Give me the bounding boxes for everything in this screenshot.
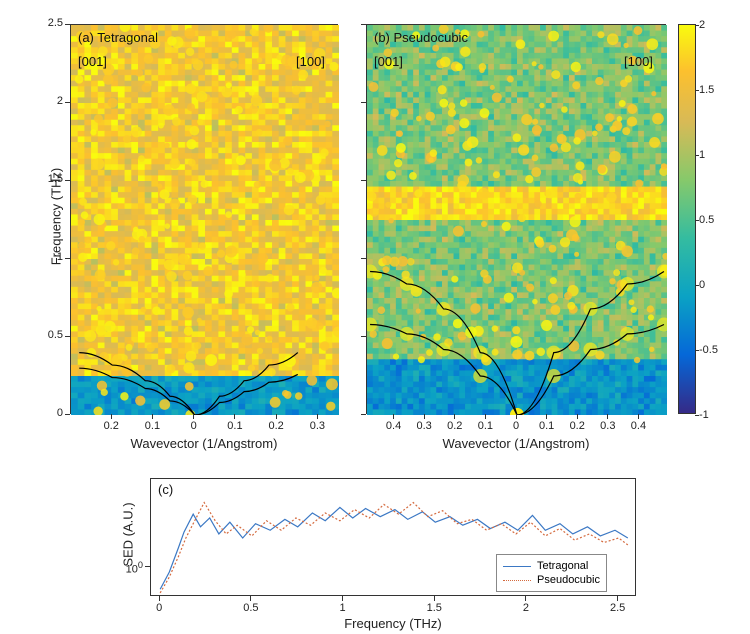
y-tick-label: 0.5 [48, 329, 63, 341]
x-tick-label: 0 [504, 420, 528, 432]
x-tick-label: 2.5 [606, 602, 630, 614]
x-tick-label: 0.4 [382, 420, 406, 432]
panel-c-xlabel: Frequency (THz) [150, 616, 636, 631]
x-tick-label: 1 [331, 602, 355, 614]
panel-c-tag: (c) [158, 482, 173, 497]
legend-entry: Tetragonal [503, 559, 600, 573]
panel-b-xlabel: Wavevector (1/Angstrom) [366, 436, 666, 451]
x-tick-label: 0 [182, 420, 206, 432]
y-tick-label: 0 [57, 407, 63, 419]
y-tick-label: 2.5 [48, 17, 63, 29]
legend-entry: Pseudocubic [503, 573, 600, 587]
y-tick-label: 1.5 [48, 173, 63, 185]
panel-b-dir-right: [100] [624, 54, 653, 69]
x-tick-label: 0.1 [535, 420, 559, 432]
panel-a-dir-left: [001] [78, 54, 107, 69]
x-tick-label: 0.2 [443, 420, 467, 432]
x-tick-label: 0.2 [264, 420, 288, 432]
colorbar: -1-0.500.511.52 [678, 24, 696, 414]
x-tick-label: 0.1 [140, 420, 164, 432]
panel-b-plot [366, 24, 666, 414]
x-tick-label: 0.2 [99, 420, 123, 432]
panel-c-legend: TetragonalPseudocubic [496, 554, 607, 592]
x-tick-label: 2 [514, 602, 538, 614]
x-tick-label: 0.2 [565, 420, 589, 432]
panel-a-plot [70, 24, 338, 414]
x-tick-label: 0.1 [473, 420, 497, 432]
panel-a-xlabel: Wavevector (1/Angstrom) [70, 436, 338, 451]
x-tick-label: 0.3 [412, 420, 436, 432]
panel-b-tag: (b) Pseudocubic [374, 30, 468, 45]
x-tick-label: 0.4 [626, 420, 650, 432]
x-tick-label: 0.1 [223, 420, 247, 432]
y-tick-label: 1 [57, 251, 63, 263]
panel-a-dir-right: [100] [296, 54, 325, 69]
x-tick-label: 0.3 [305, 420, 329, 432]
panel-a-tag: (a) Tetragonal [78, 30, 158, 45]
x-tick-label: 0 [147, 602, 171, 614]
panel-b-dir-left: [001] [374, 54, 403, 69]
x-tick-label: 1.5 [422, 602, 446, 614]
y-tick-label: 2 [57, 95, 63, 107]
x-tick-label: 0.3 [596, 420, 620, 432]
figure: (a) Tetragonal [001] [100] Frequency (TH… [0, 0, 750, 634]
y-tick-label: 100 [126, 560, 143, 576]
x-tick-label: 0.5 [239, 602, 263, 614]
